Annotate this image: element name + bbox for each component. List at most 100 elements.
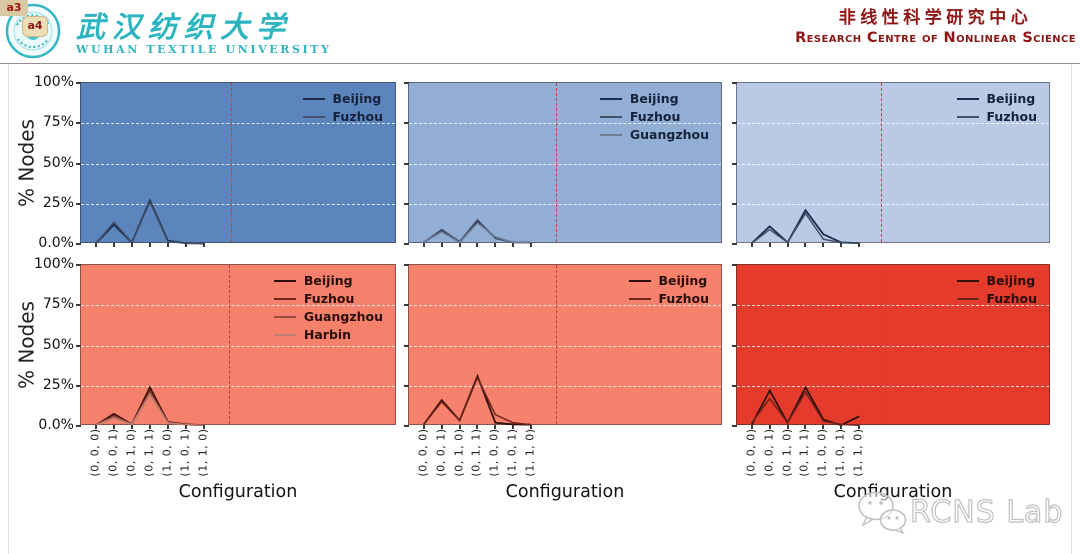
x-tick bbox=[530, 425, 533, 429]
legend-swatch-beijing bbox=[302, 98, 325, 100]
series-line-guangzhou bbox=[423, 222, 532, 244]
series-line-harbin bbox=[95, 393, 204, 426]
x-tick-label: (0, 1, 0) bbox=[780, 428, 794, 477]
university-seal: a4 bbox=[5, 3, 61, 59]
y-tick-label: 0.0% bbox=[38, 417, 74, 433]
legend-label: Guangzhou bbox=[629, 127, 709, 142]
y-tick bbox=[404, 162, 409, 165]
gridline bbox=[81, 305, 395, 307]
x-tick bbox=[184, 243, 187, 247]
legend-label: Fuzhou bbox=[658, 291, 709, 306]
x-tick bbox=[422, 425, 425, 429]
y-tick bbox=[404, 344, 409, 347]
x-tick bbox=[166, 243, 169, 247]
y-axis-title: % Nodes bbox=[14, 118, 38, 207]
x-tick bbox=[786, 425, 789, 429]
legend: Beijing Fuzhou bbox=[628, 272, 709, 308]
legend-entry: Fuzhou bbox=[302, 108, 383, 126]
y-tick bbox=[76, 122, 81, 125]
y-tick bbox=[404, 264, 409, 266]
legend-entry: Fuzhou bbox=[628, 290, 709, 308]
x-tick bbox=[858, 243, 861, 247]
y-tick bbox=[732, 202, 737, 205]
y-tick bbox=[76, 243, 81, 245]
threshold-line bbox=[880, 83, 882, 242]
gridline bbox=[737, 385, 1049, 387]
legend: Beijing Fuzhou bbox=[956, 272, 1037, 308]
university-name-cn: 武汉纺织大学 bbox=[76, 10, 293, 44]
x-axis-title: Configuration bbox=[505, 482, 625, 502]
x-tick-label: (0, 0, 1) bbox=[434, 428, 448, 477]
series-line-fuzhou bbox=[751, 390, 860, 426]
x-tick bbox=[750, 243, 753, 247]
x-tick-label: (0, 0, 1) bbox=[762, 428, 776, 477]
legend-swatch-beijing bbox=[599, 98, 622, 100]
panel-r0c2: Beijing Fuzhou bbox=[732, 82, 1050, 247]
legend: Beijing Fuzhou bbox=[956, 90, 1037, 126]
gridline bbox=[81, 123, 395, 125]
legend-swatch-fuzhou bbox=[956, 116, 979, 118]
y-tick bbox=[76, 304, 81, 307]
legend-entry: Guangzhou bbox=[273, 308, 383, 326]
x-tick bbox=[476, 243, 479, 247]
x-tick-label: (1, 0, 1) bbox=[505, 428, 519, 477]
legend-label: Fuzhou bbox=[332, 109, 383, 124]
legend-entry: Beijing bbox=[273, 272, 383, 290]
series-line-fuzhou bbox=[95, 200, 204, 245]
panel-r0c1: Beijing Fuzhou Guangzhou bbox=[404, 82, 722, 247]
y-tick bbox=[404, 122, 409, 125]
legend: Beijing Fuzhou bbox=[302, 90, 383, 126]
y-tick-label: 0.0% bbox=[38, 235, 74, 251]
y-tick bbox=[732, 344, 737, 347]
y-tick bbox=[404, 82, 409, 84]
x-tick-label: (0, 1, 0) bbox=[452, 428, 466, 477]
y-tick bbox=[404, 202, 409, 205]
y-tick-label: 25% bbox=[42, 194, 74, 211]
y-tick bbox=[404, 425, 409, 427]
legend-entry: Fuzhou bbox=[599, 108, 709, 126]
legend-swatch-beijing bbox=[273, 280, 296, 282]
gridline bbox=[81, 203, 395, 205]
x-tick bbox=[130, 243, 133, 247]
x-tick bbox=[202, 425, 205, 429]
y-tick bbox=[732, 122, 737, 125]
panel-r1c0: Beijing Fuzhou Guangzhou Harbin bbox=[76, 264, 396, 429]
x-tick-label: (1, 1, 0) bbox=[851, 428, 865, 477]
x-tick bbox=[94, 243, 97, 247]
x-tick-label: (0, 1, 1) bbox=[797, 428, 811, 477]
x-tick bbox=[494, 243, 497, 247]
x-tick bbox=[184, 425, 187, 429]
x-tick-label: (0, 0, 1) bbox=[106, 428, 120, 477]
y-axis-title: % Nodes bbox=[14, 300, 38, 389]
gridline bbox=[409, 345, 721, 347]
x-tick bbox=[840, 243, 843, 247]
series-plot bbox=[423, 218, 532, 244]
x-tick bbox=[858, 425, 861, 429]
x-tick bbox=[530, 243, 533, 247]
gridline bbox=[737, 345, 1049, 347]
watermark-label: RCNS Lab bbox=[909, 494, 1064, 530]
x-tick bbox=[202, 243, 205, 247]
threshold-line bbox=[555, 83, 557, 242]
gridline bbox=[81, 385, 395, 387]
legend-swatch-fuzhou bbox=[273, 298, 296, 300]
gridline bbox=[737, 123, 1049, 125]
slide-right-edge bbox=[1071, 64, 1072, 554]
x-tick bbox=[804, 243, 807, 247]
series-line-beijing bbox=[423, 373, 532, 426]
legend-entry: Fuzhou bbox=[956, 108, 1037, 126]
x-tick bbox=[166, 425, 169, 429]
x-tick bbox=[458, 243, 461, 247]
legend-entry: Beijing bbox=[599, 90, 709, 108]
y-tick-label: 25% bbox=[42, 376, 74, 393]
x-tick-label: (1, 0, 0) bbox=[815, 428, 829, 477]
legend-entry: Beijing bbox=[956, 272, 1037, 290]
gridline bbox=[409, 123, 721, 125]
y-tick bbox=[76, 425, 81, 427]
x-tick bbox=[422, 243, 425, 247]
x-tick bbox=[822, 425, 825, 429]
y-tick bbox=[732, 425, 737, 427]
x-axis-title: Configuration bbox=[178, 482, 298, 502]
